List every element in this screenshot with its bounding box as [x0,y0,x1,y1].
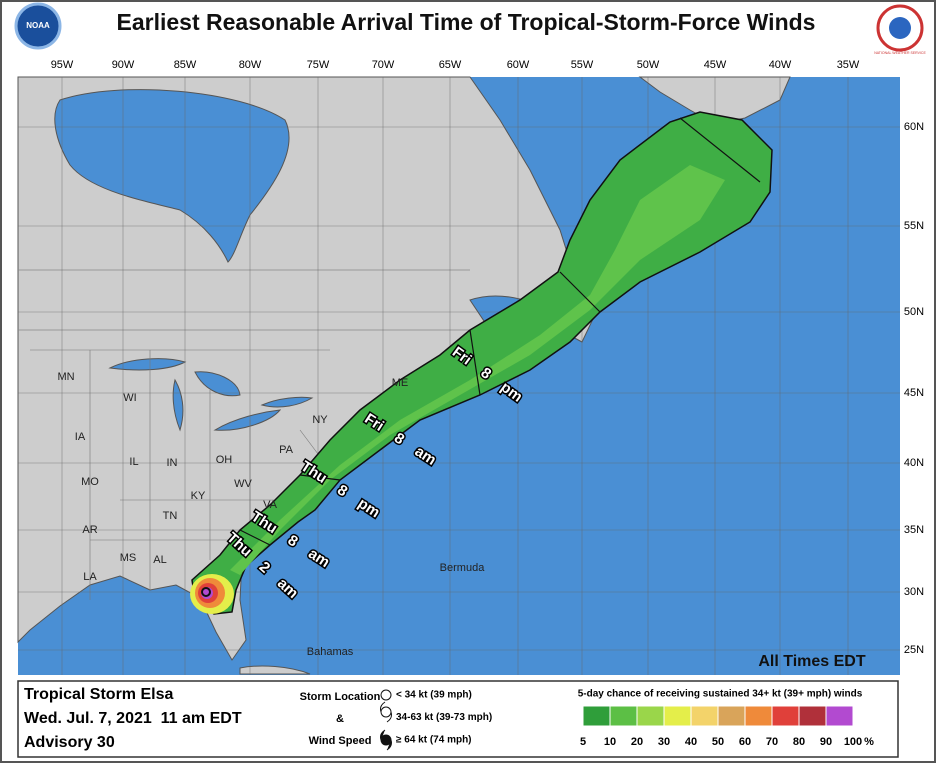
legend-tick: 40 [685,736,697,748]
legend-swatch [744,705,773,727]
noaa-logo-text: NOAA [26,21,50,30]
place-label: MS [120,552,137,564]
place-label: VA [263,499,278,511]
latitude-label: 40N [904,457,924,469]
legend-tick: 90 [820,736,832,748]
longitude-label: 65W [439,59,462,71]
legend-swatch [825,705,854,727]
legend-tick: 10 [604,736,616,748]
place-label: WI [123,392,136,404]
place-label: Bermuda [440,562,486,574]
place-label: MN [57,371,74,383]
nws-logo-text: NATIONAL WEATHER SERVICE [874,51,926,55]
longitude-label: 85W [174,59,197,71]
longitude-label: 35W [837,59,860,71]
legend-tick: 5 [580,736,586,748]
key-symbol: ≥ 64 kt (74 mph) [396,735,472,746]
storm-name: Tropical Storm Elsa [24,686,173,703]
legend-swatch [690,705,719,727]
key-line: Wind Speed [309,735,372,747]
place-label: PA [279,444,294,456]
longitude-label: 50W [637,59,660,71]
cuba [239,665,311,675]
swath-inner [230,165,725,575]
longitude-label: 95W [51,59,74,71]
swath-divisions [239,117,761,546]
key-line: Storm Location [300,691,381,703]
key-symbol: < 34 kt (39 mph) [396,690,472,701]
legend-tick: 50 [712,736,724,748]
place-label: OH [216,454,233,466]
longitude-label: 75W [307,59,330,71]
legend-swatch [717,705,746,727]
longitude-label: 55W [571,59,594,71]
legend-tick: 80 [793,736,805,748]
latitude-label: 60N [904,121,924,133]
symbol-filled [380,729,392,751]
longitude-label: 45W [704,59,727,71]
key-line: & [336,713,344,725]
map: All Times EDT MN WI IA IL IN OH PA NY ME MO KY WV VA… [17,76,900,675]
legend-swatch [636,705,665,727]
hudson-bay [54,89,290,263]
footer-key: Storm Location & Wind Speed < 34 kt (39 mph… [300,689,874,748]
longitude-label: 60W [507,59,530,71]
borders [18,269,480,331]
key-symbol: 34-63 kt (39-73 mph) [396,712,492,723]
legend-tick: 70 [766,736,778,748]
place-label: LA [83,571,97,583]
place-label: KY [191,490,206,502]
title: Earliest Reasonable Arrival Time of Trop… [117,9,816,35]
place-label: Bahamas [307,646,354,658]
place-label: MO [81,476,99,488]
issued: Wed. Jul. 7, 2021 11 am EDT [24,710,242,727]
noaa-logo [14,2,62,50]
place-label: AR [82,524,97,536]
place-label: ME [392,377,409,389]
longitude-label: 40W [769,59,792,71]
legend-swatch [798,705,827,727]
legend-title: 5-day chance of receiving sustained 34+ … [578,689,863,700]
legend-tick: 30 [658,736,670,748]
place-label: WV [234,478,252,490]
place-label: TN [163,510,178,522]
advisory: Advisory 30 [24,734,115,751]
latitude-label: 30N [904,586,924,598]
place-label: IL [129,456,138,468]
latitude-label: 50N [904,306,924,318]
latitude-label: 35N [904,524,924,536]
symbol-spiral [380,701,392,723]
latitude-label: 55N [904,220,924,232]
legend-swatch [663,705,692,727]
storm-symbol [201,587,211,597]
latitude-label: 45N [904,387,924,399]
place-label: AL [153,554,166,566]
symbol-open [380,689,392,701]
legend-swatch [771,705,800,727]
time-note: All Times EDT [758,653,866,670]
legend-unit: % [864,736,874,748]
longitude-label: 90W [112,59,135,71]
place-label: NY [312,414,328,426]
legend-tick: 100 [844,736,862,748]
place-label: IA [75,431,86,443]
nws-logo-inner [889,17,911,39]
longitude-label: 70W [372,59,395,71]
legend-tick: 20 [631,736,643,748]
legend-swatch [609,705,638,727]
place-label: IN [167,457,178,469]
latitude-label: 25N [904,644,924,656]
longitude-label: 80W [239,59,262,71]
legend-swatch [582,705,611,727]
legend-tick: 60 [739,736,751,748]
